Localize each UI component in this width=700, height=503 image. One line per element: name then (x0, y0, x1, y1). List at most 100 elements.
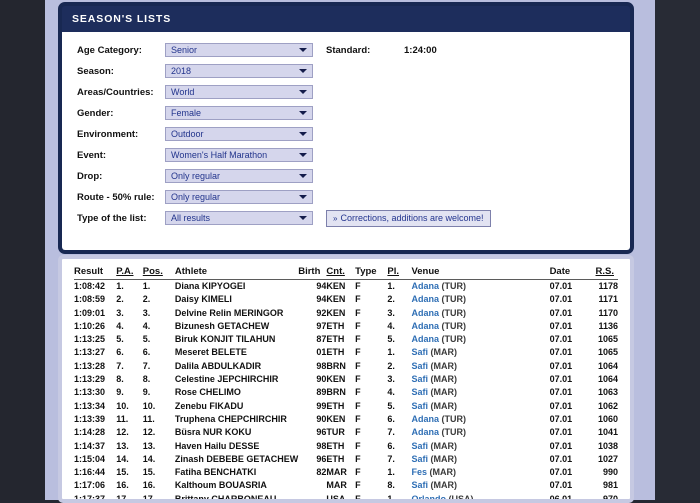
cell-pa: 10. (116, 400, 143, 413)
athlete-link[interactable]: Biruk KONJIT TILAHUN (175, 333, 298, 346)
cell-result: 1:14:28 (74, 426, 116, 439)
standard-label: Standard: (326, 45, 404, 56)
cell-venue[interactable]: Safi (MAR) (411, 386, 549, 399)
cell-venue[interactable]: Safi (MAR) (411, 373, 549, 386)
venue-city-link[interactable]: Safi (411, 441, 428, 451)
venue-city-link[interactable]: Fes (411, 467, 427, 477)
select-type-of-the-list[interactable]: All results (165, 211, 313, 225)
cell-place: 1. (387, 466, 411, 479)
cell-venue[interactable]: Safi (MAR) (411, 440, 549, 453)
cell-rs: 990 (585, 466, 618, 479)
cell-result: 1:13:27 (74, 346, 116, 359)
col-header-cnt[interactable]: Cnt. (326, 266, 355, 280)
athlete-link[interactable]: Kalthoum BOUASRIA (175, 479, 298, 492)
cell-pos: 7. (143, 360, 175, 373)
select-event[interactable]: Women's Half Marathon (165, 148, 313, 162)
athlete-link[interactable]: Delvine Relin MERINGOR (175, 307, 298, 320)
venue-city-link[interactable]: Safi (411, 454, 428, 464)
venue-city-link[interactable]: Adana (411, 334, 439, 344)
athlete-link[interactable]: Celestine JEPCHIRCHIR (175, 373, 298, 386)
venue-city-link[interactable]: Safi (411, 347, 428, 357)
athlete-link[interactable]: Dalila ABDULKADIR (175, 360, 298, 373)
select-areas-countries[interactable]: World (165, 85, 313, 99)
cell-pa: 1. (116, 280, 143, 294)
venue-city-link[interactable]: Safi (411, 387, 428, 397)
cell-result: 1:14:37 (74, 440, 116, 453)
cell-venue[interactable]: Adana (TUR) (411, 413, 549, 426)
cell-country: BRN (326, 360, 355, 373)
cell-venue[interactable]: Safi (MAR) (411, 479, 549, 492)
athlete-link[interactable]: Daisy KIMELI (175, 293, 298, 306)
venue-city-link[interactable]: Safi (411, 374, 428, 384)
venue-city-link[interactable]: Adana (411, 294, 439, 304)
filter-row-areas-countries: Areas/Countries: World (62, 82, 630, 102)
cell-type: F (355, 413, 387, 426)
athlete-link[interactable]: Zenebu FIKADU (175, 400, 298, 413)
cell-country: ETH (326, 346, 355, 359)
cell-venue[interactable]: Safi (MAR) (411, 453, 549, 466)
corrections-button[interactable]: » Corrections, additions are welcome! (326, 210, 491, 227)
cell-venue[interactable]: Adana (TUR) (411, 333, 549, 346)
athlete-link[interactable]: Truphena CHEPCHIRCHIR (175, 413, 298, 426)
select-drop[interactable]: Only regular (165, 169, 313, 183)
cell-venue[interactable]: Adana (TUR) (411, 307, 549, 320)
cell-venue[interactable]: Adana (TUR) (411, 280, 549, 294)
venue-city-link[interactable]: Adana (411, 281, 439, 291)
venue-city-link[interactable]: Adana (411, 414, 439, 424)
venue-city-link[interactable]: Adana (411, 321, 439, 331)
venue-city-link[interactable]: Adana (411, 308, 439, 318)
select-gender[interactable]: Female (165, 106, 313, 120)
cell-venue[interactable]: Safi (MAR) (411, 346, 549, 359)
cell-result: 1:13:34 (74, 400, 116, 413)
col-header-result: Result (74, 266, 116, 280)
venue-city-link[interactable]: Safi (411, 480, 428, 490)
venue-country: (MAR) (428, 441, 457, 451)
athlete-link[interactable]: Haven Hailu DESSE (175, 440, 298, 453)
cell-venue[interactable]: Adana (TUR) (411, 426, 549, 439)
cell-pos: 5. (143, 333, 175, 346)
venue-city-link[interactable]: Safi (411, 401, 428, 411)
filter-row-age-category: Age Category: Senior Standard: 1:24:00 (62, 40, 630, 60)
venue-country: (TUR) (439, 334, 466, 344)
cell-venue[interactable]: Adana (TUR) (411, 293, 549, 306)
venue-city-link[interactable]: Safi (411, 361, 428, 371)
athlete-link[interactable]: Büsra NUR KOKU (175, 426, 298, 439)
cell-pa: 8. (116, 373, 143, 386)
select-areas-countries-value: World (166, 87, 194, 97)
athlete-link[interactable]: Bizunesh GETACHEW (175, 320, 298, 333)
cell-venue[interactable]: Adana (TUR) (411, 320, 549, 333)
venue-city-link[interactable]: Orlando (411, 494, 446, 503)
select-route-50-rule[interactable]: Only regular (165, 190, 313, 204)
athlete-link[interactable]: Fatiha BENCHATKI (175, 466, 298, 479)
cell-type: F (355, 426, 387, 439)
cell-rs: 1178 (585, 280, 618, 294)
col-header-rs[interactable]: R.S. (585, 266, 618, 280)
athlete-link[interactable]: Rose CHELIMO (175, 386, 298, 399)
cell-rs: 1027 (585, 453, 618, 466)
select-season[interactable]: 2018 (165, 64, 313, 78)
cell-venue[interactable]: Safi (MAR) (411, 360, 549, 373)
select-age-category[interactable]: Senior (165, 43, 313, 57)
filter-label-areas-countries: Areas/Countries: (77, 87, 165, 98)
venue-city-link[interactable]: Adana (411, 427, 439, 437)
cell-rs: 1170 (585, 307, 618, 320)
cell-venue[interactable]: Safi (MAR) (411, 400, 549, 413)
col-header-pl[interactable]: Pl. (387, 266, 411, 280)
cell-venue[interactable]: Orlando (USA) (411, 493, 549, 503)
cell-country: KEN (326, 293, 355, 306)
filter-row-type-of-the-list: Type of the list: All results » Correcti… (62, 208, 630, 228)
col-header-pos[interactable]: Pos. (143, 266, 175, 280)
select-environment[interactable]: Outdoor (165, 127, 313, 141)
seasons-lists-panel: SEASON'S LISTS Age Category: Senior Stan… (58, 2, 634, 254)
athlete-link[interactable]: Meseret BELETE (175, 346, 298, 359)
athlete-link[interactable]: Diana KIPYOGEI (175, 280, 298, 294)
cell-venue[interactable]: Fes (MAR) (411, 466, 549, 479)
athlete-link[interactable]: Zinash DEBEBE GETACHEW (175, 453, 298, 466)
athlete-link[interactable]: Brittany CHARBONEAU (175, 493, 298, 503)
cell-result: 1:17:37 (74, 493, 116, 503)
col-header-pa[interactable]: P.A. (116, 266, 143, 280)
